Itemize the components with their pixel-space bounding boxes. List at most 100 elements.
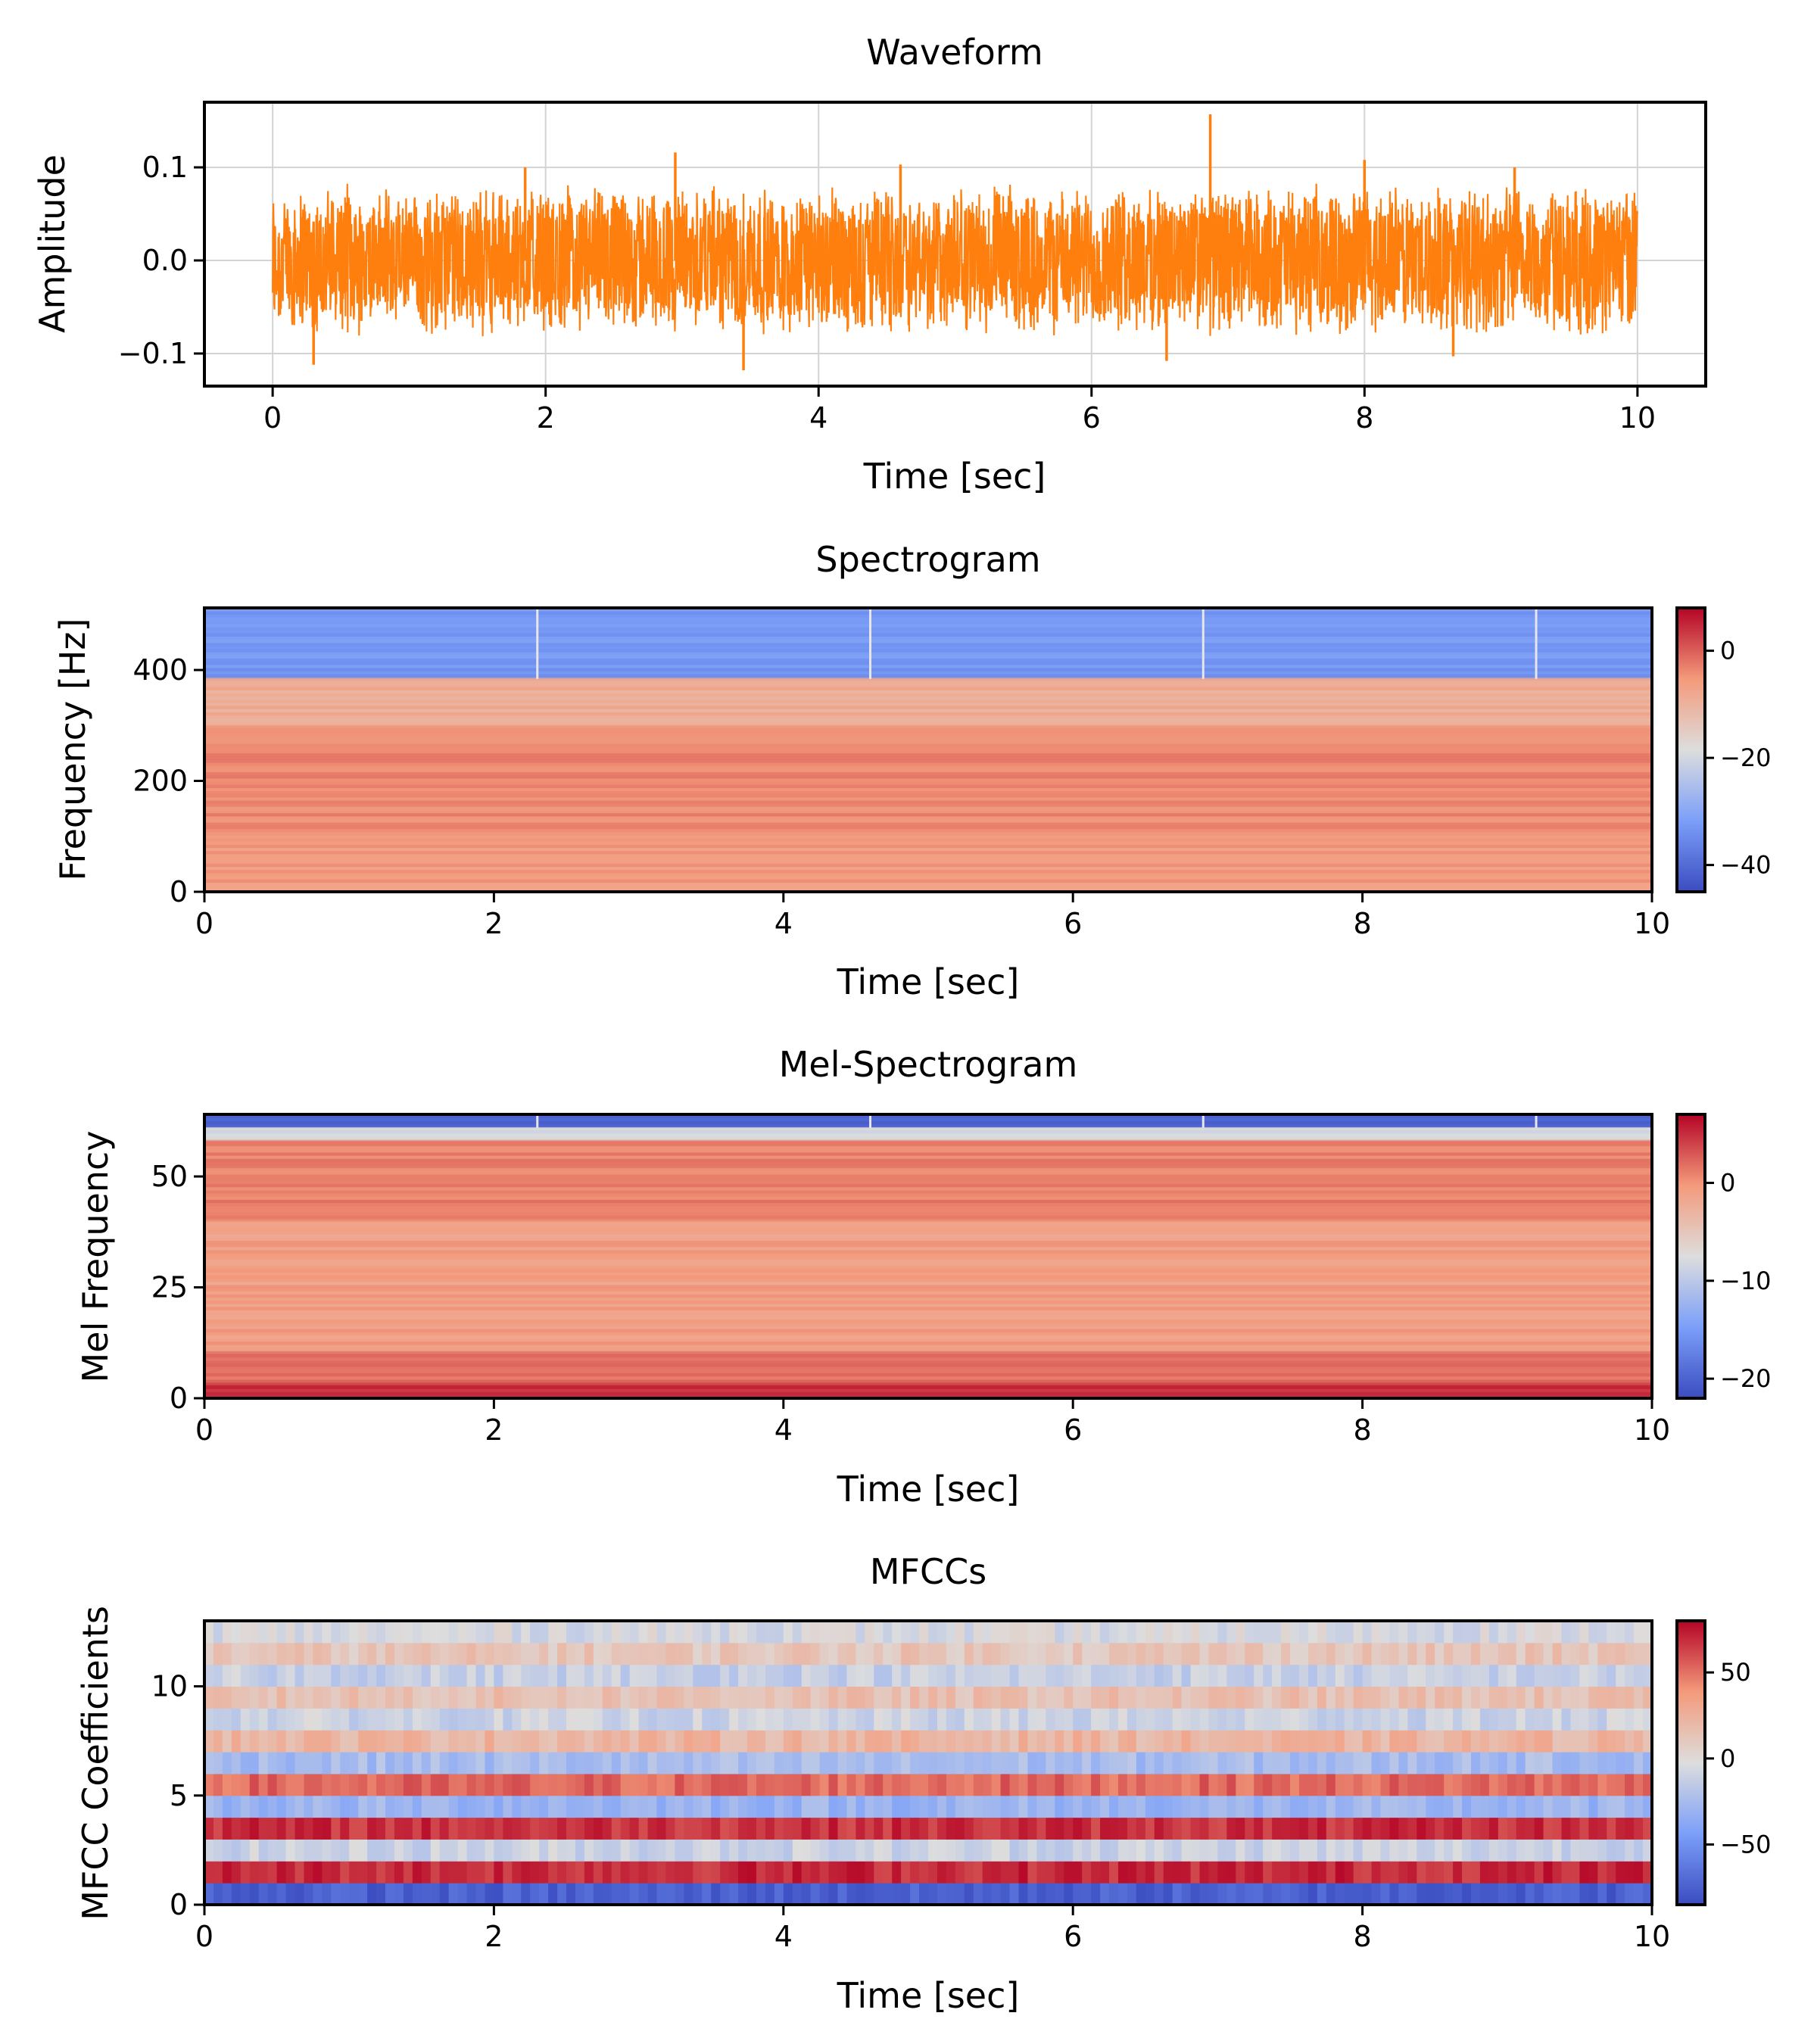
mfcc-cell [774,1665,784,1687]
mfcc-cell [1010,1883,1020,1905]
mfcc-cell [322,1774,332,1796]
mfcc-cell [1588,1774,1598,1796]
mfcc-cell [1091,1818,1101,1840]
mfcc-cell [575,1687,585,1709]
mfcc-cell [729,1883,739,1905]
mfcc-cell [1290,1621,1300,1643]
mel-spectrogram-texture-row [204,1253,1652,1257]
mel-spectrogram-texture-row [204,1187,1652,1191]
mfcc-cell [385,1839,395,1861]
mfcc-cell [1064,1730,1074,1752]
mfcc-cell [385,1818,395,1840]
mfcc-cell [1588,1861,1598,1883]
mfcc-cell [539,1861,549,1883]
mfcc-cell [702,1752,712,1774]
mfcc-cell [1001,1796,1011,1818]
mfcc-cell [1290,1818,1300,1840]
mfcc-cell [512,1774,522,1796]
mfcc-cell [675,1730,684,1752]
mfcc-cell [603,1861,612,1883]
mfcc-cell [1073,1774,1083,1796]
mfcc-cell [1398,1774,1408,1796]
mfcc-cell [1544,1665,1554,1687]
mfcc-cell [892,1774,902,1796]
mfcc-cell [449,1861,459,1883]
mfcc-cell [1109,1883,1119,1905]
mfcc-cell [983,1861,993,1883]
mfcc-cell [738,1643,748,1665]
mfcc-cell [1127,1708,1137,1730]
mfcc-cell [1046,1839,1055,1861]
mfcc-cell [992,1883,1002,1905]
mfcc-cell [521,1752,531,1774]
mfcc-cell [259,1861,269,1883]
mfcc-cell [648,1687,658,1709]
mfcc-cell [241,1708,251,1730]
mfcc-cell [1118,1818,1128,1840]
mfcc-cell [802,1643,812,1665]
spectrogram-texture-row [204,841,1652,845]
mfcc-cell [919,1752,929,1774]
mel-spectrogram-texture-row [204,1212,1652,1216]
mfcc-cell [1579,1730,1589,1752]
mfcc-cell [277,1730,287,1752]
mfcc-cell [774,1730,784,1752]
mfcc-cell [946,1883,956,1905]
mfcc-cell [1001,1621,1011,1643]
mfcc-cell [756,1818,766,1840]
mfcc-cell [820,1796,830,1818]
mfcc-cell [575,1752,585,1774]
mfcc-cell [1389,1665,1399,1687]
mfcc-cell [1173,1621,1183,1643]
mfcc-cell [223,1621,232,1643]
mfcc-cell [1281,1883,1291,1905]
mfcc-cell [530,1818,540,1840]
spectrogram-x-tick-label: 6 [1064,907,1082,940]
mfcc-cell [1226,1796,1236,1818]
mfcc-cell [675,1861,684,1883]
mfcc-cell [1634,1730,1644,1752]
mfcc-cell [937,1839,947,1861]
mfcc-cell [1562,1643,1572,1665]
mfcc-cell [1064,1621,1074,1643]
mfcc-cell [1155,1883,1164,1905]
mfcc-cell [874,1665,884,1687]
mfcc-cell [548,1796,558,1818]
mfcc-cell [756,1643,766,1665]
mfcc-cell [376,1643,386,1665]
mfcc-cell [1200,1752,1210,1774]
mfcc-cell [1226,1752,1236,1774]
mfcc-cell [1526,1774,1535,1796]
mfcc-cell [1019,1883,1029,1905]
mfcc-cell [684,1708,693,1730]
mfcc-cell [1127,1621,1137,1643]
mfcc-cell [1226,1621,1236,1643]
mfcc-cell [738,1621,748,1643]
spectrogram-texture-row [204,740,1652,744]
spectrogram-texture-row [204,765,1652,769]
mfcc-cell [548,1621,558,1643]
waveform-signal [273,184,1638,337]
mfcc-cell [1217,1621,1227,1643]
mfcc-cell [784,1861,793,1883]
mfcc-cell [1236,1883,1245,1905]
mfcc-cell [1019,1861,1029,1883]
mfcc-cell [729,1861,739,1883]
mfcc-cell [802,1730,812,1752]
mfcc-cell [838,1774,848,1796]
mel-spectrogram-texture-row [204,1279,1652,1282]
mfcc-cell [1118,1774,1128,1796]
mfcc-cell [539,1643,549,1665]
mfcc-cell [485,1883,494,1905]
mfcc-cell [1064,1643,1074,1665]
mfcc-cell [1535,1774,1544,1796]
mfcc-cell [1526,1752,1535,1774]
mfcc-cell [232,1687,242,1709]
mfcc-cell [1381,1687,1391,1709]
spectrogram-texture-row [204,822,1652,826]
mfcc-cell [1489,1752,1499,1774]
mfcc-cell [1363,1687,1373,1709]
spectrogram-texture-row [204,873,1652,877]
mfcc-cell [648,1818,658,1840]
mfcc-cell [449,1818,459,1840]
